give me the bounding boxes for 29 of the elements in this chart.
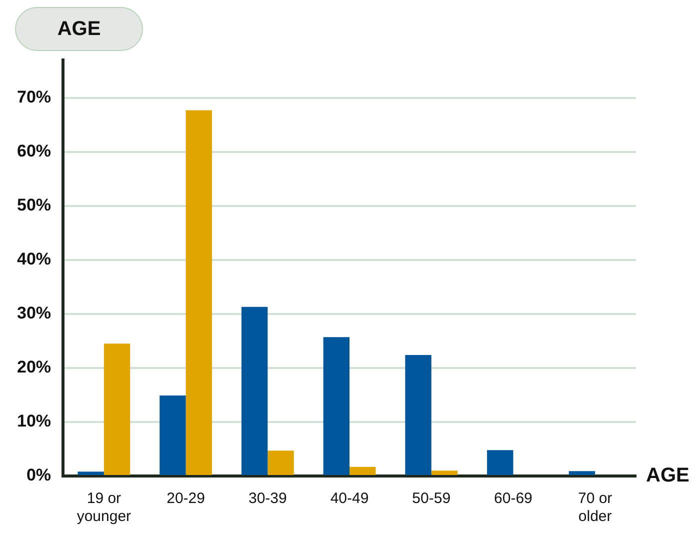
y-tick-label: 60% xyxy=(16,142,52,161)
x-tick-label: 60-69 xyxy=(494,490,532,508)
x-tick-label: 40-49 xyxy=(330,490,369,508)
bar xyxy=(431,470,458,475)
bar xyxy=(405,354,432,475)
y-tick-label: 50% xyxy=(16,196,52,215)
x-tick-label: 50-59 xyxy=(412,490,451,508)
x-axis-title: AGE xyxy=(646,464,690,487)
x-tick-label: 19 or younger xyxy=(76,490,132,526)
y-tick-label: 30% xyxy=(16,304,52,323)
x-tick-label: 70 or older xyxy=(578,490,612,526)
bar xyxy=(104,344,130,475)
y-tick-label: 0% xyxy=(26,466,52,485)
chart-title: AGE xyxy=(15,7,143,51)
bar xyxy=(160,396,186,475)
bar xyxy=(268,450,294,475)
bar xyxy=(241,306,268,475)
x-tick-label: 20-29 xyxy=(166,490,205,508)
y-tick-label: 40% xyxy=(16,250,52,269)
bar xyxy=(78,472,104,475)
bar xyxy=(568,471,596,475)
bar xyxy=(186,110,212,475)
bar xyxy=(350,466,376,475)
y-tick-label: 20% xyxy=(16,358,52,377)
y-tick-label: 70% xyxy=(16,88,52,107)
bar xyxy=(323,337,350,475)
y-tick-label: 10% xyxy=(16,412,52,431)
bar xyxy=(487,450,514,475)
x-tick-label: 30-39 xyxy=(248,490,287,508)
